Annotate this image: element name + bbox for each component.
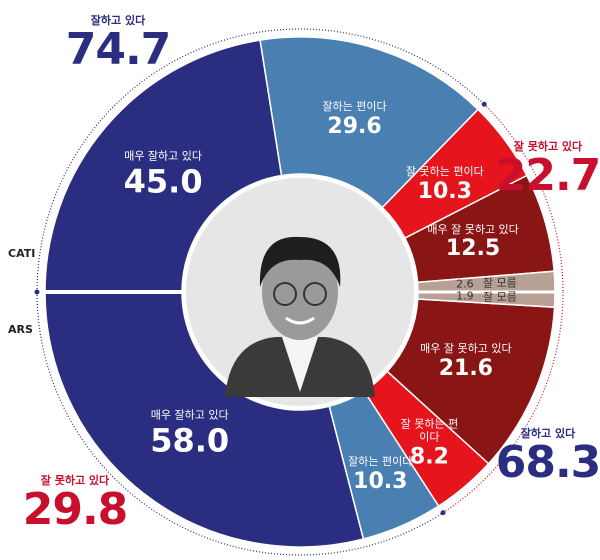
slice-category-label: 잘 모름: [482, 290, 517, 304]
slice-label: 매우 잘 못하고 있다 21.6: [420, 341, 512, 381]
slice-label: 잘 못하는 편이다 10.3: [405, 165, 484, 204]
summary-value: 22.7: [495, 150, 600, 201]
donut-slice: [386, 298, 556, 465]
slice-category-label: 매우 잘 못하고 있다: [427, 222, 519, 236]
divider-dot: [34, 289, 40, 295]
slice-value-label: 1.9: [456, 289, 474, 303]
slice-value-label: 10.3: [417, 178, 472, 204]
portrait-head: [262, 244, 338, 340]
half-label: ARS: [8, 323, 33, 336]
summary-value: 68.3: [495, 437, 600, 488]
summary-category: 잘 못하고 있다: [513, 140, 583, 153]
slice-value-label: 21.6: [438, 355, 493, 381]
slice-category: 잘 모름: [482, 276, 517, 291]
donut-slice: [44, 291, 365, 548]
slice-label: 잘하는 편이다 10.3: [348, 456, 412, 494]
slice-value-label: 10.3: [353, 468, 408, 494]
slice-category-label: 매우 잘하고 있다: [124, 149, 203, 163]
summary: 잘하고 있다 74.7: [65, 12, 172, 75]
portrait-glass: [273, 282, 297, 306]
slice-value-label: 8.2: [409, 444, 449, 470]
summary-value: 29.8: [22, 484, 129, 535]
summary-category: 잘하고 있다: [90, 14, 146, 27]
summary-category: 잘하고 있다: [520, 427, 576, 440]
portrait-shirt: [282, 337, 318, 392]
slice-label: 잘 못하는 편이다 8.2: [398, 418, 460, 470]
slice-value: 1.9: [456, 289, 474, 304]
slice-label: 매우 잘하고 있다 58.0: [150, 408, 230, 460]
summary-arc: [36, 291, 444, 556]
slice-category-label: 잘 모름: [482, 276, 517, 290]
summary-category: 잘 못하고 있다: [40, 474, 110, 487]
slice-value-label: 29.6: [327, 114, 382, 140]
slice-category-label: 잘하는 편이다: [348, 455, 413, 469]
portrait-smile: [285, 316, 315, 325]
summary: 잘 못하고 있다 22.7: [496, 138, 600, 198]
half-label-text: ARS: [8, 323, 33, 336]
summary: 잘 못하고 있다 29.8: [22, 472, 129, 535]
slice-category: 잘 모름: [482, 290, 517, 305]
slice-label: 매우 잘 못하고 있다 12.5: [427, 222, 519, 262]
portrait-glass: [303, 282, 327, 306]
slice-value: 2.6: [456, 277, 474, 292]
slice-category-label: 매우 잘 못하고 있다: [420, 341, 512, 355]
slice-category-label: 매우 잘하고 있다: [150, 408, 229, 422]
portrait: [225, 236, 375, 397]
portrait-hair: [259, 236, 341, 287]
slice-category-label: 잘하는 편이다: [322, 100, 387, 114]
slice-value-label: 58.0: [150, 421, 230, 460]
slice-value-label: 12.5: [445, 236, 501, 262]
slice-category-label: 잘 못하는 편이다: [400, 418, 459, 444]
slice-category-label: 잘 못하는 편이다: [405, 165, 484, 179]
slice-label: 잘하는 편이다 29.6: [322, 101, 386, 139]
summary-value: 74.7: [65, 24, 172, 75]
half-label-text: CATI: [8, 247, 36, 260]
slice-value-label: 45.0: [123, 162, 203, 201]
slice-label: 매우 잘하고 있다 45.0: [123, 149, 203, 201]
slice-value-label: 2.6: [456, 277, 474, 291]
donut-slice: [44, 39, 283, 293]
half-label: CATI: [8, 247, 35, 260]
summary: 잘하고 있다 68.3: [496, 425, 600, 485]
summary-arc: [36, 28, 485, 293]
